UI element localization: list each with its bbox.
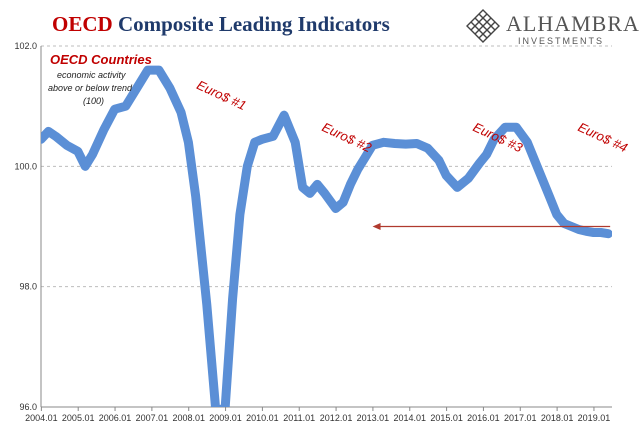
- x-tick-label: 2015.01: [430, 413, 463, 423]
- x-tick-label: 2012.01: [320, 413, 353, 423]
- x-tick-label: 2018.01: [541, 413, 574, 423]
- y-tick-label: 102.0: [14, 41, 37, 51]
- episode-annotation: Euro$ #4: [576, 119, 630, 155]
- x-tick-label: 2010.01: [246, 413, 279, 423]
- episode-annotation: Euro$ #1: [194, 77, 248, 113]
- x-tick-label: 2007.01: [136, 413, 169, 423]
- legend-box-line: above or below trend: [48, 83, 133, 93]
- x-tick-label: 2004.01: [25, 413, 58, 423]
- episode-annotation: Euro$ #2: [320, 119, 375, 155]
- x-tick-label: 2008.01: [172, 413, 205, 423]
- logo-name: ALHAMBRA: [506, 11, 640, 36]
- x-tick-label: 2005.01: [62, 413, 95, 423]
- x-tick-label: 2014.01: [393, 413, 426, 423]
- chart-title-accent: OECD: [52, 12, 113, 36]
- legend-box-title: OECD Countries: [50, 52, 152, 67]
- series-line: [41, 65, 612, 407]
- x-tick-label: 2019.01: [578, 413, 611, 423]
- y-tick-label: 100.0: [14, 161, 37, 171]
- x-tick-label: 2009.01: [209, 413, 242, 423]
- diamond-lattice-icon: [466, 9, 500, 43]
- x-tick-label: 2006.01: [99, 413, 132, 423]
- chart-title: OECD Composite Leading Indicators: [52, 12, 390, 37]
- company-logo: ALHAMBRA INVESTMENTS: [466, 9, 639, 49]
- x-tick-label: 2016.01: [467, 413, 500, 423]
- y-tick-label: 98.0: [19, 282, 37, 292]
- logo-subtitle: INVESTMENTS: [518, 36, 605, 46]
- chart-title-rest: Composite Leading Indicators: [112, 12, 390, 36]
- trend-arrow-head: [372, 223, 381, 230]
- y-tick-label: 96.0: [19, 402, 37, 412]
- x-tick-label: 2017.01: [504, 413, 537, 423]
- legend-box-line: economic activity: [57, 70, 126, 80]
- x-tick-label: 2011.01: [283, 413, 315, 423]
- x-tick-label: 2013.01: [357, 413, 390, 423]
- legend-box-line: (100): [83, 96, 104, 106]
